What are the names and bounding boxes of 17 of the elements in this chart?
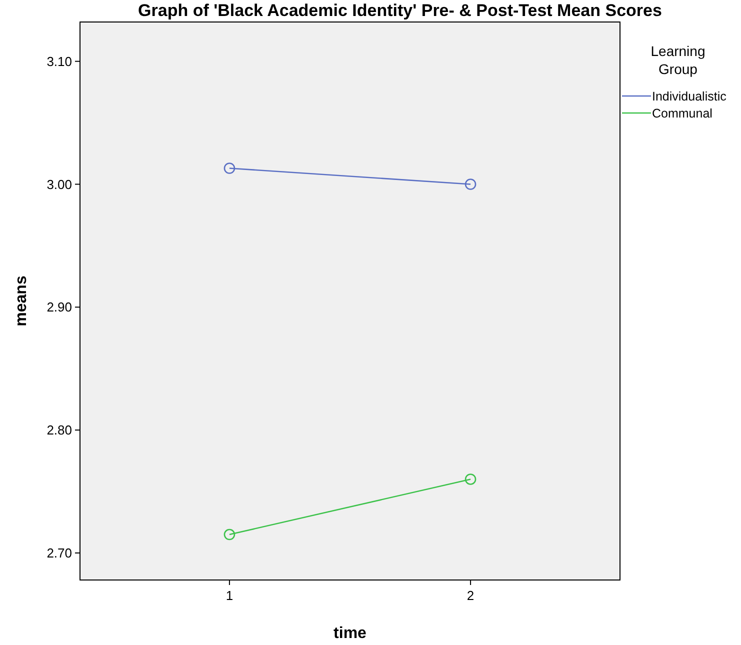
- point: [464, 178, 476, 190]
- y-tick-label: 2.80: [46, 422, 72, 438]
- point: [224, 162, 236, 174]
- chart-title: Graph of 'Black Academic Identity' Pre- & Post-Test Mean Scores: [138, 1, 662, 20]
- x-axis-title: time: [334, 625, 367, 642]
- y-tick-label: 2.90: [46, 300, 72, 315]
- legend-title: Learning Group: [650, 43, 706, 77]
- legend-label: Individualistic: [652, 89, 726, 104]
- x-tick-label: 1: [226, 588, 234, 603]
- y-tick-label: 3.00: [46, 176, 72, 192]
- legend-label: Communal: [652, 106, 712, 120]
- point: [464, 474, 476, 485]
- y-tick-label: 2.70: [46, 546, 72, 561]
- y-tick-label: 3.10: [46, 54, 72, 69]
- y-axis-title: means: [13, 276, 30, 326]
- point: [224, 528, 236, 540]
- x-tick-label: 2: [466, 588, 474, 603]
